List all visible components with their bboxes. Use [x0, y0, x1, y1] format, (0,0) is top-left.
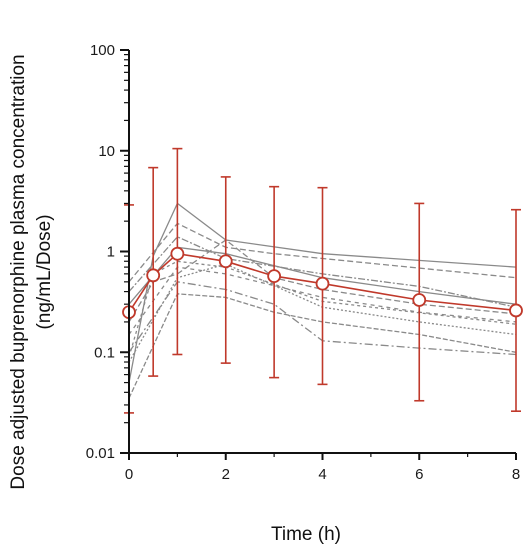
- y-axis-title-line2: (ng/mL/Dose): [34, 214, 55, 329]
- mean-point: [170, 246, 185, 261]
- mean-point: [509, 303, 523, 318]
- y-tick-label: 0.1: [94, 344, 115, 361]
- mean-point: [412, 293, 427, 307]
- mean-point: [218, 254, 233, 269]
- y-tick-label: 100: [90, 42, 115, 59]
- x-tick-label: 2: [222, 466, 230, 483]
- x-axis-title: Time (h): [271, 524, 341, 545]
- y-tick-label: 10: [98, 143, 115, 160]
- y-axis-title-line1: Dose adjusted buprenorphine plasma conce…: [8, 54, 29, 489]
- x-tick-label: 4: [318, 466, 326, 483]
- x-tick-label: 6: [415, 466, 423, 483]
- y-tick-label: 1: [107, 244, 115, 261]
- mean-profile: [122, 147, 523, 414]
- axes: 0.01 0.1 1 10 100 0 2 4 6 8: [86, 42, 520, 483]
- mean-point: [146, 268, 161, 283]
- x-tick-label: 0: [125, 466, 133, 483]
- individual-line-7: [128, 266, 517, 335]
- mean-point: [315, 276, 330, 291]
- y-tick-label: 0.01: [86, 445, 115, 462]
- x-tick-label: 8: [512, 466, 520, 483]
- individual-line-10: [128, 239, 517, 323]
- mean-point: [267, 269, 282, 283]
